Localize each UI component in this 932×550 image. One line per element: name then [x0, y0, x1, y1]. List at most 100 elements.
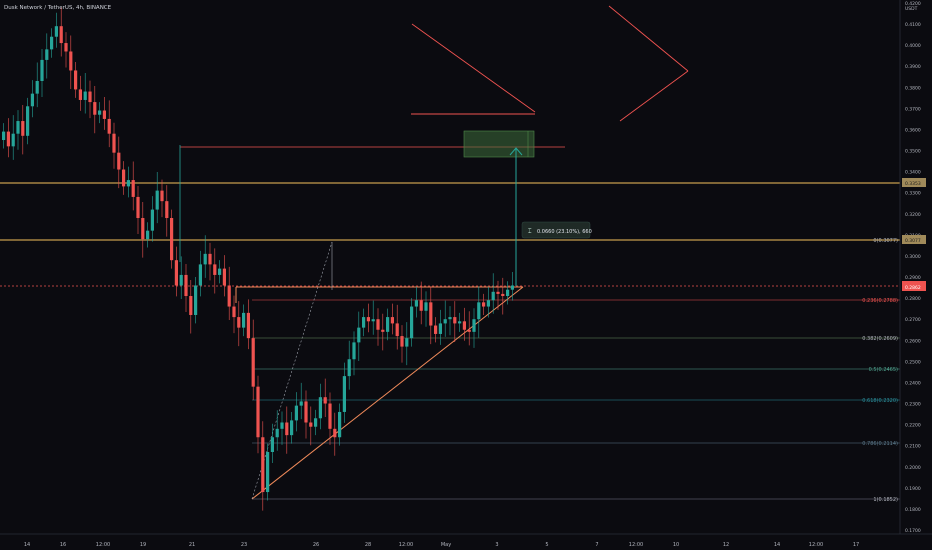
- candle-bull[interactable]: [357, 327, 361, 343]
- candle-bull[interactable]: [275, 428, 279, 438]
- candle-bull[interactable]: [405, 338, 409, 347]
- candle-bear[interactable]: [21, 121, 25, 136]
- candle-bear[interactable]: [112, 133, 116, 153]
- candle-bear[interactable]: [189, 296, 193, 315]
- candle-bear[interactable]: [419, 300, 423, 311]
- candle-bear[interactable]: [227, 285, 231, 307]
- candle-bull[interactable]: [179, 274, 183, 286]
- candle-bull[interactable]: [16, 121, 20, 134]
- candle-bull[interactable]: [347, 359, 351, 377]
- candle-bull[interactable]: [83, 91, 87, 100]
- candle-bear[interactable]: [237, 317, 241, 328]
- candle-bear[interactable]: [482, 302, 486, 307]
- candle-bear[interactable]: [400, 336, 404, 347]
- candle-bear[interactable]: [467, 329, 471, 332]
- candle-bear[interactable]: [107, 118, 111, 134]
- candle-bear[interactable]: [102, 110, 106, 119]
- ascending-triangle-drawing[interactable]: [235, 286, 524, 500]
- candle-bull[interactable]: [386, 317, 390, 332]
- candle-bull[interactable]: [472, 319, 476, 332]
- candle-bear[interactable]: [381, 329, 385, 332]
- candle-bear[interactable]: [366, 317, 370, 322]
- candle-bear[interactable]: [122, 169, 126, 187]
- candle-bear[interactable]: [160, 190, 164, 202]
- candle-bear[interactable]: [395, 323, 399, 337]
- candle-bear[interactable]: [69, 51, 73, 71]
- candle-bull[interactable]: [126, 180, 130, 187]
- candle-bull[interactable]: [155, 190, 159, 210]
- candle-bull[interactable]: [26, 106, 30, 136]
- candle-bear[interactable]: [496, 291, 500, 294]
- candle-bull[interactable]: [458, 321, 462, 324]
- candle-bear[interactable]: [434, 325, 438, 334]
- candle-bull[interactable]: [414, 300, 418, 307]
- candle-bear[interactable]: [309, 422, 313, 427]
- candle-bull[interactable]: [410, 306, 414, 339]
- candle-bull[interactable]: [438, 323, 442, 334]
- candle-bear[interactable]: [246, 312, 250, 339]
- candle-bull[interactable]: [198, 264, 202, 286]
- candle-bear[interactable]: [136, 196, 140, 219]
- candle-bear[interactable]: [462, 321, 466, 330]
- candles[interactable]: [2, 7, 514, 511]
- candle-bull[interactable]: [424, 302, 428, 311]
- candle-bull[interactable]: [491, 291, 495, 301]
- candle-bear[interactable]: [285, 422, 289, 436]
- candle-bear[interactable]: [453, 317, 457, 324]
- candle-bear[interactable]: [165, 201, 169, 219]
- candle-bear[interactable]: [74, 70, 78, 90]
- candle-bull[interactable]: [35, 80, 39, 94]
- candle-bear[interactable]: [304, 401, 308, 423]
- price-axis[interactable]: USDT 0.4200 0.4100 0.4000 0.3900 0.3800 0.370…: [899, 0, 926, 534]
- candle-bull[interactable]: [40, 59, 44, 81]
- candle-bear[interactable]: [256, 386, 260, 438]
- candle-bear[interactable]: [208, 253, 212, 265]
- candle-bear[interactable]: [59, 26, 63, 44]
- candle-bull[interactable]: [54, 26, 58, 37]
- candle-bear[interactable]: [78, 89, 82, 100]
- candle-bear[interactable]: [333, 428, 337, 438]
- candle-bear[interactable]: [184, 274, 188, 297]
- candle-bear[interactable]: [390, 317, 394, 324]
- candle-bull[interactable]: [486, 300, 490, 307]
- candle-bull[interactable]: [150, 209, 154, 231]
- candle-bear[interactable]: [213, 264, 217, 275]
- candle-bear[interactable]: [6, 131, 10, 147]
- candle-bull[interactable]: [2, 131, 6, 141]
- candle-bull[interactable]: [98, 110, 102, 115]
- candle-bear[interactable]: [117, 152, 121, 170]
- candle-bear[interactable]: [170, 218, 174, 261]
- candle-bull[interactable]: [477, 302, 481, 320]
- candle-bear[interactable]: [222, 268, 226, 286]
- candle-bull[interactable]: [510, 285, 514, 290]
- candle-bear[interactable]: [174, 260, 178, 286]
- candle-bull[interactable]: [294, 405, 298, 421]
- candle-bear[interactable]: [376, 319, 380, 330]
- candle-bull[interactable]: [30, 93, 34, 107]
- candle-bull[interactable]: [362, 317, 366, 328]
- candle-bull[interactable]: [371, 319, 375, 322]
- candle-bull[interactable]: [280, 422, 284, 429]
- candle-bull[interactable]: [45, 49, 49, 60]
- candle-bull[interactable]: [11, 133, 15, 147]
- candle-bull[interactable]: [338, 411, 342, 438]
- candle-bear[interactable]: [323, 397, 327, 404]
- candle-bull[interactable]: [506, 289, 510, 297]
- candle-bull[interactable]: [342, 376, 346, 412]
- candle-bear[interactable]: [64, 43, 68, 52]
- candle-bull[interactable]: [50, 36, 54, 50]
- candle-bull[interactable]: [203, 253, 207, 265]
- candle-bull[interactable]: [352, 342, 356, 360]
- candle-bull[interactable]: [318, 397, 322, 419]
- candle-bear[interactable]: [93, 102, 97, 115]
- candle-bull[interactable]: [448, 317, 452, 320]
- time-axis[interactable]: 14 16 12:00 19 21 23 26 28 12:00 May 3 5 7 12:00 10 12 1…: [0, 533, 932, 548]
- candle-bear[interactable]: [429, 302, 433, 326]
- candle-bear[interactable]: [261, 437, 265, 493]
- candle-bull[interactable]: [194, 285, 198, 315]
- candle-bull[interactable]: [146, 230, 150, 240]
- hand-drawn-lines[interactable]: [411, 5, 689, 122]
- target-zone-box[interactable]: [463, 130, 535, 158]
